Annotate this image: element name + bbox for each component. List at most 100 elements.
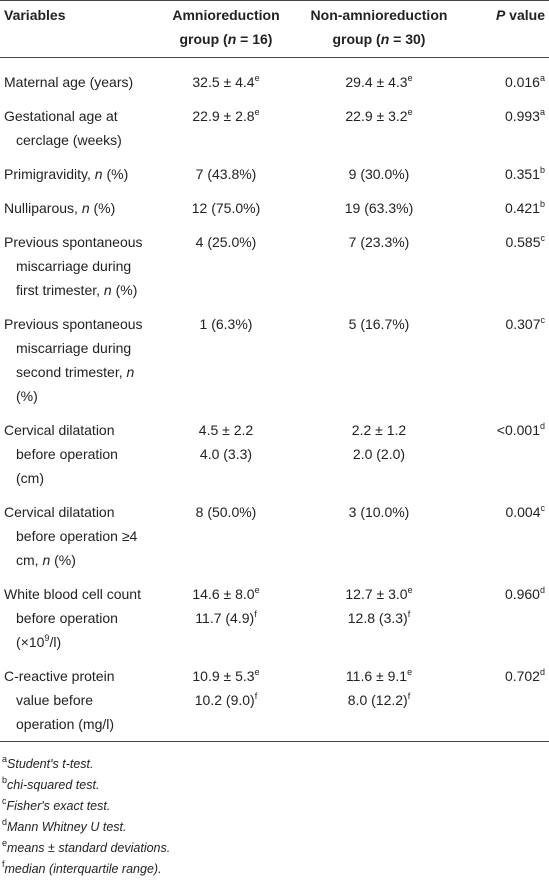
table-cell: 22.9 ± 2.8e — [152, 99, 300, 157]
text: Previous spontaneous miscarriage during … — [4, 234, 143, 298]
cell-line: 4 (25.0%) — [156, 230, 296, 254]
text: 29.4 ± 4.3 — [345, 74, 408, 90]
table-cell: 2.2 ± 1.2 2.0 (2.0) — [300, 413, 458, 495]
table-cell: 32.5 ± 4.4e — [152, 58, 300, 100]
text: Amnioreduction group ( — [172, 7, 280, 47]
text: Gestational age at cerclage (weeks) — [4, 108, 122, 148]
cell-line: Previous spontaneous miscarriage during … — [4, 230, 148, 302]
text: 0.993 — [504, 108, 540, 124]
table-cell: 22.9 ± 3.2e — [300, 99, 458, 157]
text: 4.0 (3.3) — [199, 446, 253, 462]
cell-line: 1 (6.3%) — [156, 312, 296, 336]
table-row: White blood cell count before operation … — [0, 577, 549, 659]
table-cell: 0.351b — [458, 157, 549, 191]
superscript: 9 — [44, 633, 50, 643]
text: 12.7 ± 3.0 — [345, 586, 408, 602]
text: value — [505, 7, 545, 23]
cell-line: Primigravidity, n (%) — [4, 162, 148, 186]
cell-line: 0.004c — [462, 500, 545, 524]
text: 0.351 — [504, 166, 540, 182]
table-cell: 4.5 ± 2.2 4.0 (3.3) — [152, 413, 300, 495]
cell-line: 0.702d — [462, 664, 545, 688]
cell-line: 0.993a — [462, 104, 545, 128]
table-body: Maternal age (years) 32.5 ± 4.4e 29.4 ± 4.… — [0, 58, 549, 742]
cell-line: 29.4 ± 4.3e — [304, 70, 454, 94]
superscript: a — [2, 754, 8, 764]
cell-line: Cervical dilatation before operation (cm… — [4, 418, 148, 490]
table-cell: C-reactive protein value before operatio… — [0, 659, 152, 742]
table-cell: 0.960d — [458, 577, 549, 659]
table-row: Cervical dilatation before operation ≥4 … — [0, 495, 549, 577]
table-header: Variables Amnioreduction group (n = 16) No… — [0, 0, 549, 58]
text: 0.004 — [505, 504, 541, 520]
table-row: Previous spontaneous miscarriage during … — [0, 225, 549, 307]
cell-line: 8.0 (12.2)f — [304, 688, 454, 712]
superscript: d — [539, 585, 545, 595]
text: White blood cell count before operation … — [4, 586, 141, 650]
cell-line: 5 (16.7%) — [304, 312, 454, 336]
cell-line: 2.2 ± 1.2 — [304, 418, 454, 442]
superscript: c — [2, 796, 7, 806]
table-cell: Nulliparous, n (%) — [0, 191, 152, 225]
text: 0.960 — [504, 586, 540, 602]
text: 11.7 (4.9) — [195, 610, 255, 626]
cell-line: 2.0 (2.0) — [304, 442, 454, 466]
cell-line: 4.5 ± 2.2 — [156, 418, 296, 442]
footnote: bchi-squared test. — [2, 775, 547, 796]
cell-line: Non-amnioreduction group (n = 30) — [304, 3, 454, 51]
table-cell: 4 (25.0%) — [152, 225, 300, 307]
text: 32.5 ± 4.4 — [192, 74, 255, 90]
italic-text: P — [495, 7, 506, 23]
superscript: c — [540, 503, 546, 513]
table-cell: 29.4 ± 4.3e — [300, 58, 458, 100]
header-cell: Variables — [0, 1, 152, 58]
table-cell: 9 (30.0%) — [300, 157, 458, 191]
text: Non-amnioreduction group ( — [310, 7, 448, 47]
superscript: c — [540, 315, 546, 325]
footnote: dMann Whitney U test. — [2, 817, 547, 838]
table-cell: 8 (50.0%) — [152, 495, 300, 577]
text: 12 (75.0%) — [191, 200, 261, 216]
text: 10.9 ± 5.3 — [192, 668, 255, 684]
table-cell: Previous spontaneous miscarriage during … — [0, 307, 152, 413]
header-cell: Amnioreduction group (n = 16) — [152, 1, 300, 58]
cell-line: 19 (63.3%) — [304, 196, 454, 220]
superscript: b — [539, 199, 545, 209]
table-cell: 12.7 ± 3.0e 12.8 (3.3)f — [300, 577, 458, 659]
table-row: Cervical dilatation before operation (cm… — [0, 413, 549, 495]
superscript: c — [540, 233, 546, 243]
text: = 16) — [236, 31, 273, 47]
text: Primigravidity, — [4, 166, 95, 182]
text: C-reactive protein value before operatio… — [4, 668, 115, 732]
superscript: f — [254, 609, 257, 619]
table-cell: 19 (63.3%) — [300, 191, 458, 225]
table-cell: 0.307c — [458, 307, 549, 413]
cell-line: 0.421b — [462, 196, 545, 220]
table-row: Maternal age (years) 32.5 ± 4.4e 29.4 ± 4.… — [0, 58, 549, 100]
cell-line: Amnioreduction group (n = 16) — [156, 3, 296, 51]
table-cell: White blood cell count before operation … — [0, 577, 152, 659]
cell-line: 0.585c — [462, 230, 545, 254]
table-cell: 12 (75.0%) — [152, 191, 300, 225]
superscript: f — [254, 691, 258, 701]
table-cell: 3 (10.0%) — [300, 495, 458, 577]
cell-line: 12.7 ± 3.0e — [304, 582, 454, 606]
cell-line: 12 (75.0%) — [156, 196, 296, 220]
footnotes: aStudent's t-test. bchi-squared test. cFis… — [0, 742, 549, 880]
table-cell: 7 (23.3%) — [300, 225, 458, 307]
table-cell: 0.702d — [458, 659, 549, 742]
cell-line: 11.7 (4.9)f — [156, 606, 296, 630]
text: 0.585 — [505, 234, 541, 250]
italic-text: Mann Whitney U test. — [7, 820, 127, 834]
text: 8.0 (12.2) — [347, 692, 408, 708]
table-cell: Primigravidity, n (%) — [0, 157, 152, 191]
table-row: Primigravidity, n (%) 7 (43.8%) 9 (30.0%) 0… — [0, 157, 549, 191]
cell-line: Variables — [4, 3, 148, 27]
table-cell: Previous spontaneous miscarriage during … — [0, 225, 152, 307]
table-cell: 10.9 ± 5.3e 10.2 (9.0)f — [152, 659, 300, 742]
cell-line: 12.8 (3.3)f — [304, 606, 454, 630]
superscript: d — [2, 817, 8, 827]
text: 7 (43.8%) — [195, 166, 257, 182]
italic-text: Fisher's exact test. — [6, 799, 111, 813]
italic-text: n — [42, 552, 51, 568]
